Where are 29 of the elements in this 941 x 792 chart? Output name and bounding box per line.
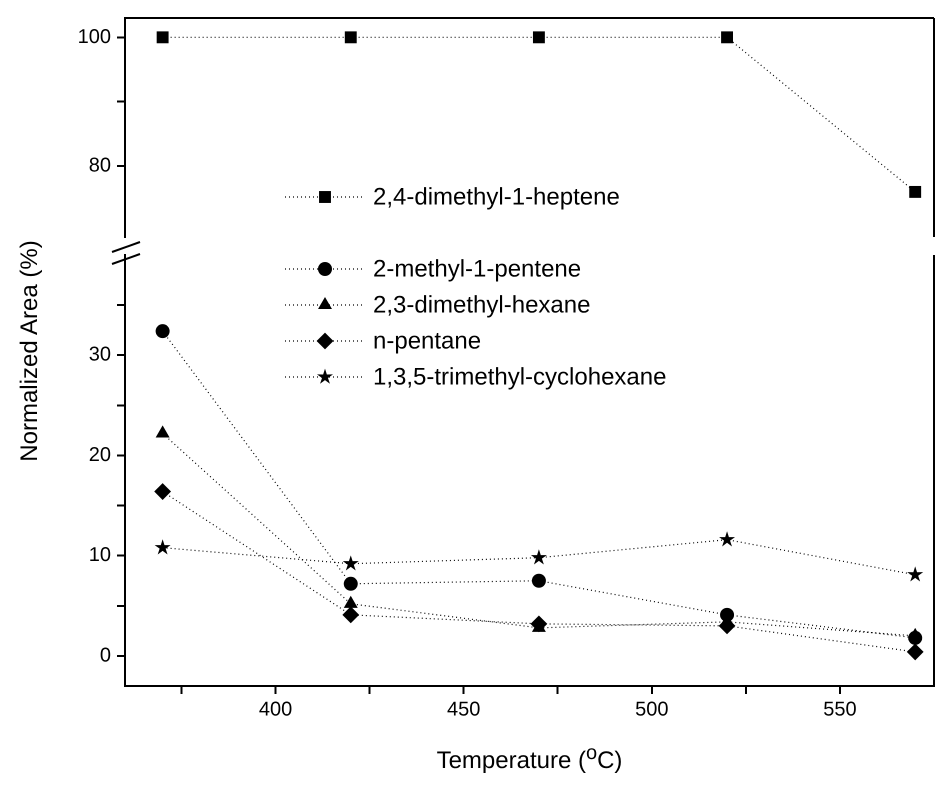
y-tick-label: 30 xyxy=(88,344,111,366)
legend-label: 2,3-dimethyl-hexane xyxy=(373,292,590,319)
point xyxy=(342,555,359,571)
y-tick-label: 0 xyxy=(100,644,111,666)
x-tick-label: 500 xyxy=(635,698,668,721)
point xyxy=(156,425,170,438)
x-tick-label: 400 xyxy=(258,698,292,721)
legend-label: n-pentane xyxy=(373,328,482,355)
legend-label: 2-methyl-1-pentene xyxy=(373,256,582,283)
point xyxy=(154,539,171,554)
legend-label: 2,4-dimethyl-1-heptene xyxy=(373,184,620,211)
point xyxy=(342,606,360,624)
y-tick-label: 20 xyxy=(88,444,111,466)
point xyxy=(719,531,736,546)
point xyxy=(530,549,547,564)
point xyxy=(154,483,172,500)
x-tick-label: 550 xyxy=(823,698,857,721)
point xyxy=(907,566,924,582)
point xyxy=(344,576,358,591)
legend-label: 1,3,5-trimethyl-cyclohexane xyxy=(373,364,666,391)
x-axis-title: Temperature ($^{o}$C) xyxy=(436,742,624,775)
y-tick-label: 100 xyxy=(78,26,111,48)
point xyxy=(906,644,924,660)
point xyxy=(532,574,546,588)
y-tick-label: 80 xyxy=(88,154,111,177)
x-tick-label: 450 xyxy=(446,698,480,721)
y-tick-label: 10 xyxy=(88,544,111,566)
y-axis-title: Normalized Area (%) xyxy=(16,240,44,462)
point xyxy=(530,615,548,632)
